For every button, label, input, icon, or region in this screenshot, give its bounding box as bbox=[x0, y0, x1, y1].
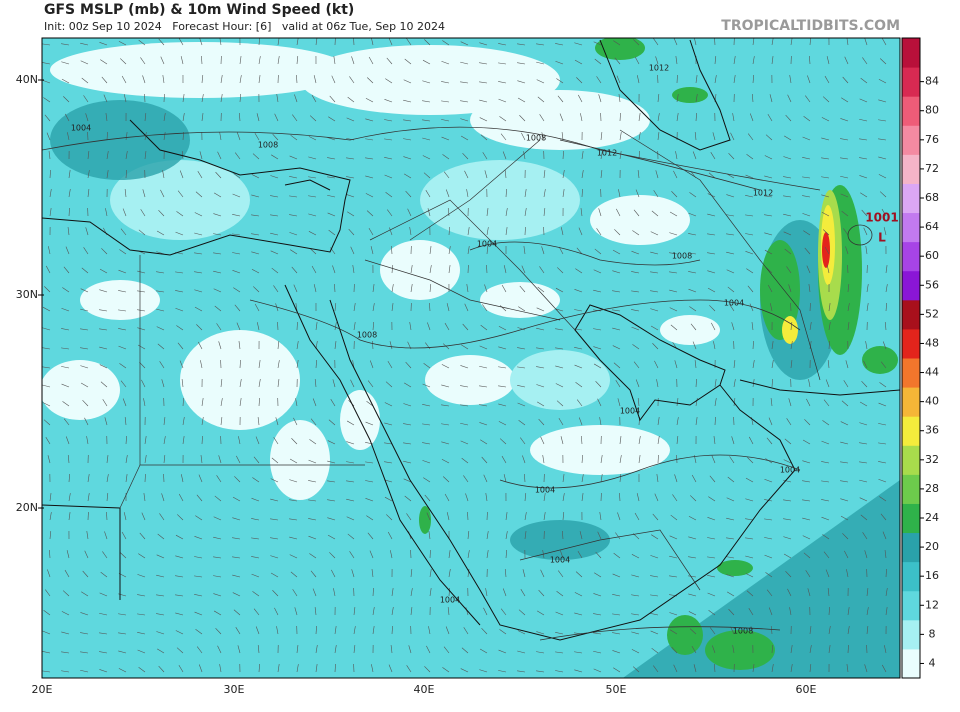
colorbar-label: 68 bbox=[925, 191, 939, 204]
colorbar-label: 76 bbox=[925, 133, 939, 146]
colorbar-segment bbox=[902, 474, 920, 504]
colorbar-segment bbox=[902, 300, 920, 330]
isobar-label: 1012 bbox=[649, 64, 669, 73]
isobar-label: 1008 bbox=[672, 252, 692, 261]
colorbar-label: 56 bbox=[925, 278, 939, 291]
isobar-label: 1008 bbox=[733, 627, 753, 636]
isobar-label: 1004 bbox=[550, 556, 570, 565]
colorbar-label: 16 bbox=[925, 569, 939, 582]
colorbar-label: 44 bbox=[925, 366, 939, 379]
colorbar-segment bbox=[902, 387, 920, 417]
colorbar-segment bbox=[902, 242, 920, 272]
title: GFS MSLP (mb) & 10m Wind Speed (kt) bbox=[44, 2, 354, 18]
colorbar-segment bbox=[902, 154, 920, 184]
colorbar-label: 32 bbox=[925, 453, 939, 466]
colorbar-label: 28 bbox=[925, 482, 939, 495]
longitude-label: 30E bbox=[224, 683, 245, 696]
latitude-label: 40N bbox=[16, 73, 38, 86]
colorbar-segment bbox=[902, 125, 920, 155]
isobar-label: 1004 bbox=[724, 299, 744, 308]
colorbar-segment bbox=[902, 358, 920, 388]
site-credit: TROPICALTIDBITS.COM bbox=[721, 18, 900, 34]
latitude-label: 30N bbox=[16, 288, 38, 301]
colorbar-label: 8 bbox=[929, 627, 936, 640]
map-area: 1008 1004 1012 1008 1008 1004 1008 1004 1004 1004… bbox=[40, 36, 900, 680]
colorbar-segment bbox=[902, 213, 920, 243]
isobar-label: 1008 bbox=[357, 331, 377, 340]
colorbar-label: 60 bbox=[925, 249, 939, 262]
isobar-label: 1008 bbox=[526, 134, 546, 143]
colorbar-label: 48 bbox=[925, 336, 939, 349]
colorbar-label: 40 bbox=[925, 395, 939, 408]
colorbar-label: 80 bbox=[925, 104, 939, 117]
longitude-label: 20E bbox=[32, 683, 53, 696]
colorbar-label: 84 bbox=[925, 75, 939, 88]
colorbar-segment bbox=[902, 533, 920, 563]
colorbar-label: 64 bbox=[925, 220, 939, 233]
colorbar-label: 4 bbox=[929, 656, 936, 669]
colorbar-label: 52 bbox=[925, 307, 939, 320]
isobar-label: 1012 bbox=[753, 189, 773, 198]
colorbar-segment bbox=[902, 329, 920, 359]
colorbar-segment bbox=[902, 67, 920, 97]
colorbar-segment bbox=[902, 649, 920, 679]
colorbar-segment bbox=[902, 271, 920, 301]
isobar-label: 1008 bbox=[258, 141, 278, 150]
colorbar-segment bbox=[902, 416, 920, 446]
colorbar-label: 12 bbox=[925, 598, 939, 611]
colorbar-segment bbox=[902, 562, 920, 592]
isobar-label: 1004 bbox=[477, 240, 497, 249]
isobar-label: L bbox=[878, 231, 886, 245]
isobar-label: 1004 bbox=[440, 596, 460, 605]
longitude-label: 60E bbox=[796, 683, 817, 696]
longitude-label: 50E bbox=[606, 683, 627, 696]
latitude-label: 20N bbox=[16, 501, 38, 514]
colorbar-label: 72 bbox=[925, 162, 939, 175]
colorbar-segment bbox=[902, 591, 920, 621]
colorbar-label: 20 bbox=[925, 540, 939, 553]
isobar-label: 1001 bbox=[865, 211, 898, 225]
colorbar-segment bbox=[902, 620, 920, 650]
colorbar-segment bbox=[902, 445, 920, 475]
colorbar-segment bbox=[902, 38, 920, 68]
colorbar-label: 36 bbox=[925, 424, 939, 437]
longitude-label: 40E bbox=[414, 683, 435, 696]
colorbar-segment bbox=[902, 183, 920, 213]
subtitle: Init: 00z Sep 10 2024 Forecast Hour: [6]… bbox=[44, 20, 445, 33]
isobar-label: 1004 bbox=[71, 124, 91, 133]
colorbar-segment bbox=[902, 96, 920, 126]
colorbar-segment bbox=[902, 503, 920, 533]
colorbar-label: 24 bbox=[925, 511, 939, 524]
isobar-label: 1012 bbox=[597, 149, 617, 158]
isobar-label: 1004 bbox=[780, 466, 800, 475]
isobar-label: 1004 bbox=[535, 486, 555, 495]
isobar-label: 1004 bbox=[620, 407, 640, 416]
